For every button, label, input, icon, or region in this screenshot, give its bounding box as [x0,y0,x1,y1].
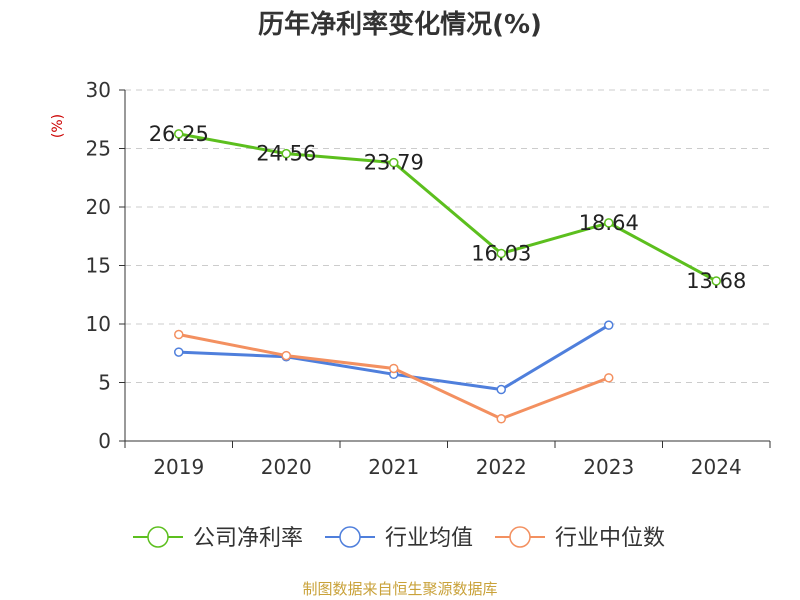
chart-title: 历年净利率变化情况(%) [258,10,542,40]
x-tick-label: 2019 [153,455,204,479]
y-tick-label: 5 [98,371,111,395]
y-tick-label: 10 [86,312,111,336]
legend-label: 行业均值 [385,526,473,551]
legend-item-0[interactable]: 公司净利率 [133,526,303,551]
x-tick-label: 2021 [368,455,419,479]
x-tick-label: 2022 [476,455,527,479]
legend-marker [147,526,169,548]
data-point[interactable] [174,347,184,357]
data-point[interactable] [281,350,291,361]
x-tick-label: 2024 [691,455,742,479]
data-point[interactable] [496,414,506,424]
y-tick-label: 30 [86,78,111,102]
data-label: 16.03 [471,241,531,265]
data-point[interactable] [389,157,399,168]
series-line-0 [178,132,717,283]
data-point[interactable] [711,276,721,286]
legend-marker [339,526,361,548]
legend[interactable]: 公司净利率 行业均值 行业中位数 [133,526,665,551]
data-label: 18.64 [579,211,639,235]
data-point[interactable] [496,248,506,259]
legend-item-2[interactable]: 行业中位数 [495,526,665,551]
data-point[interactable] [174,329,184,340]
axes: (%) 0 5 10 15 20 25 30 2019 2020 2021 2022 2023 2024 [50,78,771,479]
x-tick-label: 2023 [583,455,634,479]
data-point[interactable] [389,363,399,374]
grid-lines [125,89,770,383]
data-point[interactable] [604,373,614,383]
data-point[interactable] [604,320,614,330]
data-label: 26.25 [149,122,209,146]
data-point[interactable] [496,384,506,395]
data-labels: 26.25 24.56 23.79 16.03 18.64 13.68 [149,122,747,293]
y-tick-label: 15 [86,254,111,278]
y-tick-label: 20 [86,195,111,219]
data-label: 13.68 [686,269,746,293]
series-layer [174,129,721,424]
legend-item-1[interactable]: 行业均值 [325,526,473,551]
y-axis-unit-label: (%) [50,114,66,138]
legend-label: 公司净利率 [193,526,303,551]
series-line-1 [178,323,610,392]
x-tick-label: 2020 [261,455,312,479]
data-point[interactable] [604,218,614,228]
data-label: 23.79 [364,151,424,175]
y-tick-label: 0 [98,429,111,453]
legend-marker [509,526,531,548]
legend-label: 行业中位数 [555,526,665,551]
data-point[interactable] [174,129,184,139]
data-point[interactable] [281,148,291,159]
data-source-note: 制图数据来自恒生聚源数据库 [302,580,498,598]
y-tick-label: 25 [86,137,111,161]
data-label: 24.56 [256,142,316,166]
